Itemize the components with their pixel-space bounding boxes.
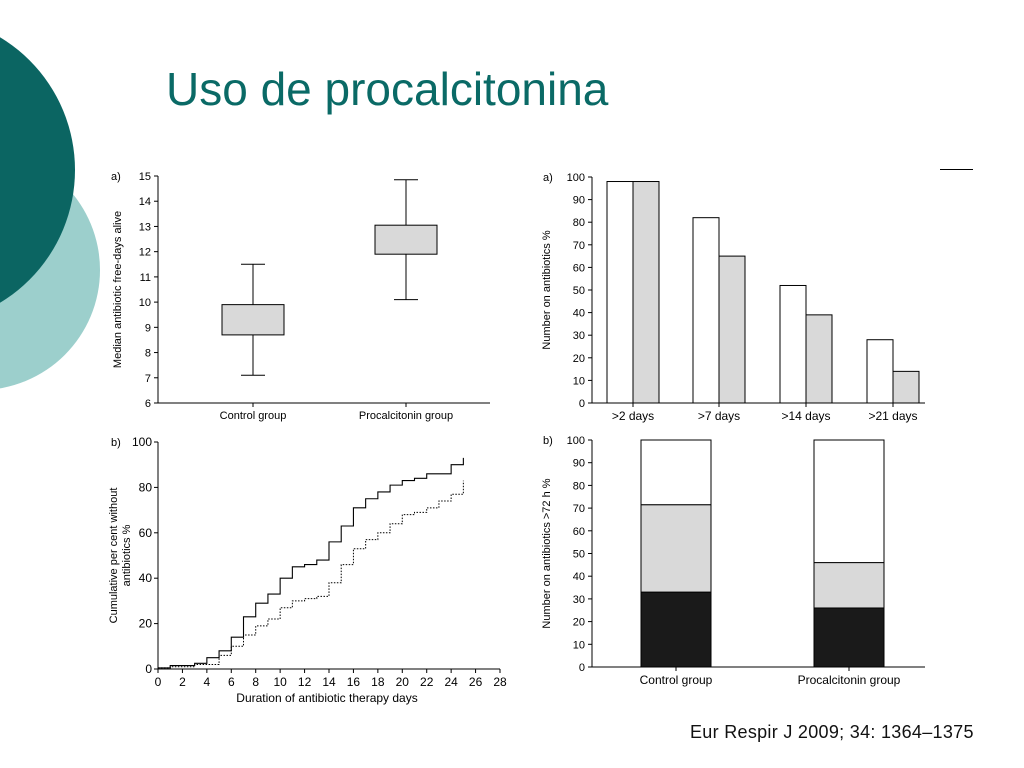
y-axis-label: Median antibiotic free-days alive bbox=[112, 211, 124, 368]
bar bbox=[805, 314, 833, 404]
x-category-label: >14 days bbox=[781, 409, 830, 423]
box-iqr bbox=[221, 304, 285, 336]
x-tick-label: 4 bbox=[204, 675, 211, 689]
x-tick-label: 8 bbox=[252, 675, 259, 689]
bar-chart: a) 0 10 20 30 40 50 60 70 80 90 100 Number on antibi… bbox=[541, 172, 925, 423]
y-tick-label: 11 bbox=[140, 272, 151, 284]
y-axis-label: Number on antibiotics % bbox=[541, 230, 553, 349]
x-tick-label: 14 bbox=[322, 675, 336, 689]
y-tick-label: 8 bbox=[145, 348, 151, 360]
y-tick-label: 10 bbox=[139, 297, 151, 309]
panel-label: a) bbox=[111, 171, 121, 183]
x-tick-label: 10 bbox=[273, 675, 287, 689]
stacked-segment bbox=[640, 591, 712, 668]
y-tick-label: 0 bbox=[579, 662, 585, 674]
dark-teal-circle bbox=[0, 37, 75, 303]
citation: Eur Respir J 2009; 34: 1364–1375 bbox=[690, 722, 974, 742]
y-tick-label: 0 bbox=[579, 398, 585, 410]
stacked-segment bbox=[813, 607, 885, 668]
y-tick-label: 70 bbox=[573, 503, 585, 515]
y-tick-label: 6 bbox=[145, 398, 151, 410]
y-tick-label: 10 bbox=[573, 639, 585, 651]
y-tick-label: 80 bbox=[573, 217, 585, 229]
y-tick-label: 13 bbox=[139, 221, 151, 233]
y-tick-label: 60 bbox=[573, 262, 585, 274]
y-tick-label: 30 bbox=[573, 330, 585, 342]
y-tick-label: 9 bbox=[145, 322, 151, 334]
bar bbox=[892, 370, 920, 404]
bar bbox=[718, 255, 746, 404]
x-tick-label: 24 bbox=[444, 675, 458, 689]
y-tick-label: 50 bbox=[573, 285, 585, 297]
y-tick-label: 80 bbox=[573, 480, 585, 492]
stacked-segment bbox=[640, 504, 712, 593]
decorative-circles bbox=[0, 37, 100, 389]
panel-label: a) bbox=[543, 172, 553, 184]
x-tick-label: 22 bbox=[420, 675, 434, 689]
x-category-label: >2 days bbox=[612, 409, 654, 423]
decorative-rule bbox=[940, 169, 973, 170]
x-tick-label: 26 bbox=[469, 675, 483, 689]
stacked-segment bbox=[640, 439, 712, 506]
y-tick-label: 40 bbox=[573, 571, 585, 583]
x-tick-label: 12 bbox=[298, 675, 312, 689]
panel-label: b) bbox=[543, 435, 553, 447]
y-tick-label: 40 bbox=[139, 571, 153, 585]
slide-title: Uso de procalcitonina bbox=[166, 63, 609, 115]
x-category-label: >7 days bbox=[698, 409, 740, 423]
y-tick-label: 60 bbox=[139, 526, 153, 540]
y-tick-label: 20 bbox=[573, 353, 585, 365]
x-category-label: >21 days bbox=[868, 409, 917, 423]
y-axis-label-line2: antibiotics % bbox=[121, 524, 133, 586]
x-axis-label: Duration of antibiotic therapy days bbox=[236, 691, 417, 705]
y-tick-label: 20 bbox=[139, 617, 153, 631]
bar bbox=[692, 217, 720, 404]
y-tick-label: 12 bbox=[139, 247, 151, 259]
y-tick-label: 30 bbox=[573, 594, 585, 606]
y-tick-label: 90 bbox=[573, 458, 585, 470]
bar bbox=[632, 181, 660, 404]
y-axis-label: Number on antibiotics >72 h % bbox=[541, 478, 553, 628]
step-line-solid bbox=[158, 457, 464, 669]
stacked-segment bbox=[813, 562, 885, 609]
y-tick-label: 50 bbox=[573, 549, 585, 561]
x-tick-label: 18 bbox=[371, 675, 385, 689]
y-tick-label: 40 bbox=[573, 308, 585, 320]
y-tick-label: 0 bbox=[145, 662, 152, 676]
y-tick-label: 60 bbox=[573, 526, 585, 538]
y-tick-label: 14 bbox=[139, 196, 151, 208]
x-category-label: Control group bbox=[220, 410, 287, 422]
y-tick-label: 70 bbox=[573, 240, 585, 252]
bar bbox=[866, 339, 894, 404]
y-axis-label-line1: Cumulative per cent without bbox=[108, 488, 120, 624]
y-tick-label: 15 bbox=[139, 171, 151, 183]
x-tick-label: 6 bbox=[228, 675, 235, 689]
stacked-bar-chart: b) 0 10 20 30 40 50 60 70 80 90 100 Number on antibi… bbox=[541, 435, 925, 687]
y-tick-label: 20 bbox=[573, 617, 585, 629]
x-category-label: Procalcitonin group bbox=[359, 410, 453, 422]
x-tick-label: 2 bbox=[179, 675, 186, 689]
x-category-label: Procalcitonin group bbox=[798, 673, 901, 687]
x-tick-label: 0 bbox=[155, 675, 162, 689]
x-tick-label: 16 bbox=[347, 675, 361, 689]
bar bbox=[606, 181, 634, 404]
boxplot-chart: a) 6 7 8 9 10 11 12 13 14 15 Median antibiotic free… bbox=[111, 171, 490, 422]
box-iqr bbox=[374, 224, 438, 255]
y-tick-label: 10 bbox=[573, 375, 585, 387]
y-tick-label: 90 bbox=[573, 195, 585, 207]
y-tick-label: 100 bbox=[567, 172, 585, 184]
x-category-label: Control group bbox=[640, 673, 713, 687]
y-tick-label: 100 bbox=[132, 435, 152, 449]
panel-label: b) bbox=[111, 437, 121, 449]
x-tick-label: 28 bbox=[493, 675, 507, 689]
x-tick-label: 20 bbox=[396, 675, 410, 689]
y-tick-label: 100 bbox=[567, 435, 585, 447]
bar bbox=[779, 284, 807, 404]
step-line-dotted bbox=[158, 480, 464, 669]
stacked-segment bbox=[813, 439, 885, 564]
y-tick-label: 80 bbox=[139, 480, 153, 494]
y-tick-label: 7 bbox=[145, 373, 151, 385]
